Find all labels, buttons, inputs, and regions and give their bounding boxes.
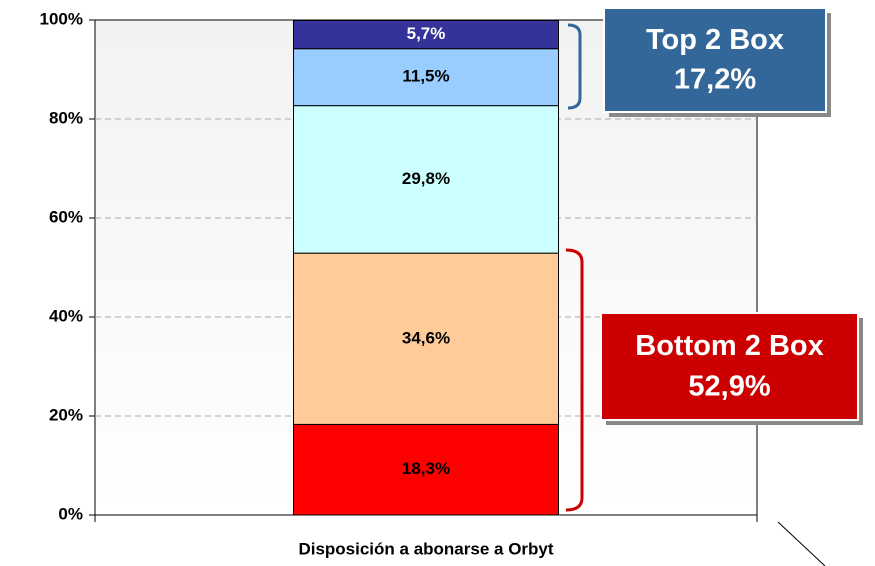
y-tick-label: 100%: [40, 9, 83, 28]
value-label: 5,7%: [407, 24, 446, 43]
bar-segment: [293, 48, 559, 107]
value-label: 11,5%: [402, 67, 449, 86]
bottom-brace: [565, 248, 584, 512]
value-label: 29,8%: [402, 169, 450, 188]
value-label: 18,3%: [402, 459, 450, 478]
annotation-text: 17,2%: [674, 63, 756, 95]
value-label: 34,6%: [402, 328, 450, 347]
y-tick-label: 60%: [49, 207, 83, 226]
bar-segment: [293, 252, 559, 425]
y-tick-label: 20%: [49, 405, 83, 424]
annotation-text: Bottom 2 Box: [635, 330, 824, 362]
decor-line: [777, 521, 826, 566]
annotation-text: 52,9%: [688, 371, 770, 403]
annotation-text: Top 2 Box: [646, 24, 784, 56]
y-tick-label: 80%: [49, 108, 83, 127]
bar-segment: [293, 105, 559, 254]
y-tick-label: 0%: [58, 504, 83, 523]
y-tick-label: 40%: [49, 306, 83, 325]
top-brace: [567, 23, 582, 110]
annotation-box: [603, 7, 827, 113]
x-axis-label: Disposición a abonarse a Orbyt: [298, 539, 553, 558]
bar-segment: [293, 423, 559, 516]
bar-segment: [293, 19, 559, 50]
annotation-box: [600, 312, 859, 421]
